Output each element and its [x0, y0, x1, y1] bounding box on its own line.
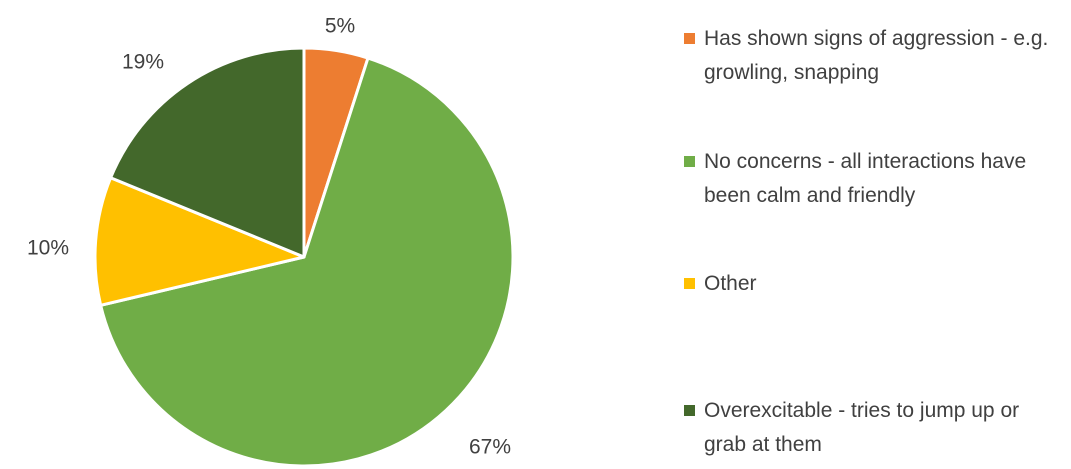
legend-label-no-concerns: No concerns - all interactions have been… — [704, 150, 1027, 207]
legend-label-overexcitable: Overexcitable - tries to jump up or grab… — [704, 399, 1020, 456]
data-label-other: 10% — [27, 237, 69, 260]
legend-item-no-concerns: No concerns - all interactions have been… — [684, 145, 1064, 213]
legend-label-other: Other — [704, 272, 757, 295]
legend-swatch-overexcitable — [684, 405, 695, 416]
data-label-no-concerns: 67% — [469, 436, 511, 459]
legend-swatch-aggression — [684, 33, 695, 44]
data-label-aggression: 5% — [325, 15, 355, 38]
data-label-overexcitable: 19% — [122, 51, 164, 74]
pie-slice-no-concerns — [99, 56, 515, 468]
pie-chart: 5% 67% 10% 19% — [27, 15, 515, 468]
legend-item-other: Other — [684, 267, 1064, 301]
legend-item-overexcitable: Overexcitable - tries to jump up or grab… — [684, 394, 1064, 462]
pie-slice-overexcitable — [109, 46, 306, 259]
chart-legend: Has shown signs of aggression - e.g. gro… — [684, 0, 1064, 469]
legend-swatch-no-concerns — [684, 156, 695, 167]
pie-slice-other — [93, 176, 306, 307]
legend-label-aggression: Has shown signs of aggression - e.g. gro… — [704, 27, 1049, 84]
legend-swatch-other — [684, 278, 695, 289]
legend-item-aggression: Has shown signs of aggression - e.g. gro… — [684, 22, 1064, 90]
